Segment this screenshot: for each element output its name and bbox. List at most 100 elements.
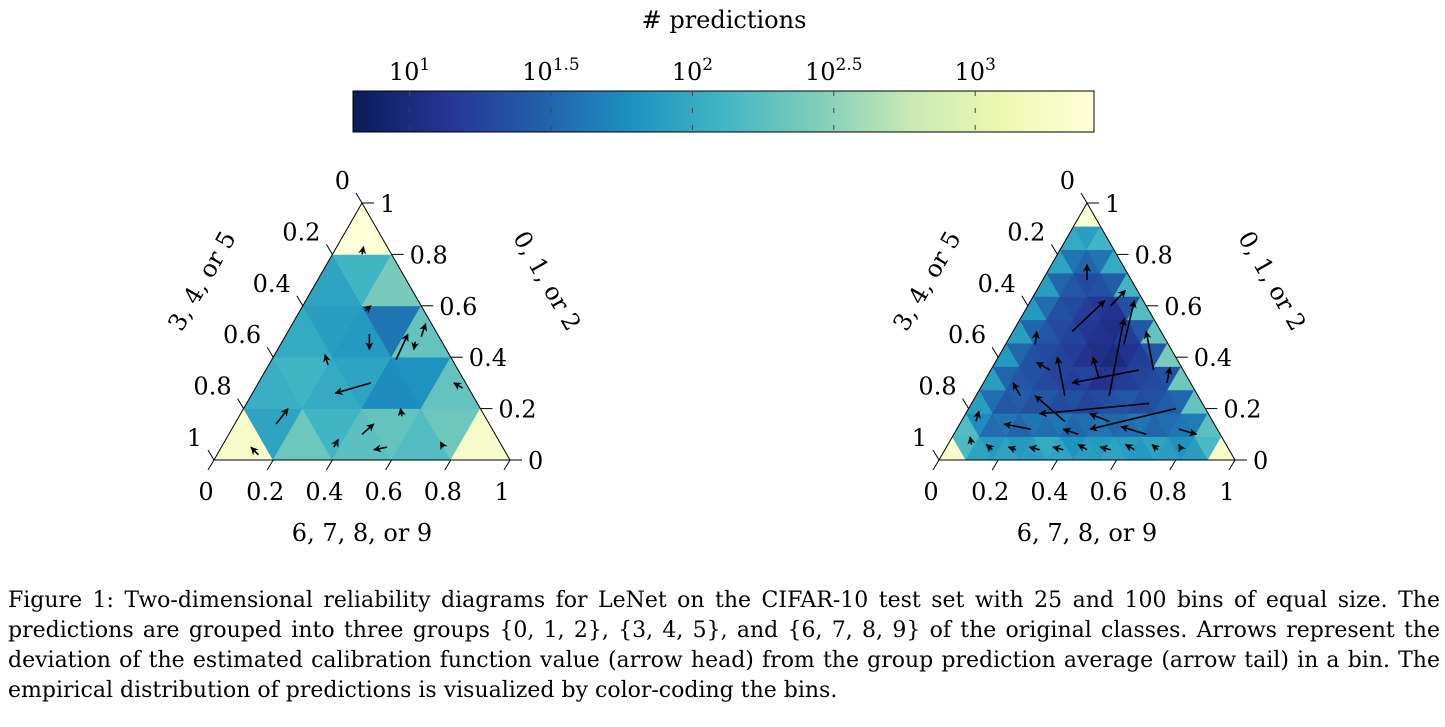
bottom-axis-tick-label: 0.2: [246, 478, 284, 506]
ternary-outline: [938, 201, 1236, 461]
bottom-axis-tick: [932, 459, 940, 471]
colorbar-tick-label: 102.5: [805, 55, 863, 86]
left-axis-tick: [1080, 192, 1088, 204]
bottom-axis-tick: [1050, 459, 1058, 471]
left-axis-tick: [207, 449, 215, 461]
calibration-arrow: [1178, 443, 1186, 453]
calibration-arrow: [1120, 424, 1147, 436]
left-axis-tick-label: 0.4: [253, 270, 291, 298]
calibration-arrow: [1035, 361, 1051, 371]
ternary-bins: [213, 202, 511, 461]
right-axis-tick-label: 0: [1253, 447, 1268, 475]
calibration-arrow: [395, 333, 409, 361]
colorbar-tick-label: 103: [955, 55, 996, 86]
calibration-arrow: [1077, 443, 1088, 452]
calibration-arrow: [1028, 445, 1040, 453]
bottom-axis-tick-label: 0.4: [305, 478, 343, 506]
bottom-axis-tick: [444, 459, 452, 471]
calibration-arrow: [1164, 366, 1173, 384]
bottom-axis-tick-label: 0.6: [365, 478, 403, 506]
right-axis-tick-label: 0.8: [410, 241, 448, 269]
calibration-arrow: [973, 410, 981, 422]
ternary-plot-25-bins: 0010.20.20.80.40.40.60.60.60.40.80.80.21…: [162, 167, 586, 547]
calibration-arrow: [439, 441, 448, 451]
bottom-axis-tick: [1169, 459, 1177, 471]
left-axis-tick: [1021, 295, 1029, 307]
calibration-arrow: [323, 353, 331, 366]
calibration-arrow: [362, 305, 372, 314]
left-axis-tick-label: 0: [1060, 167, 1075, 195]
calibration-arrow: [1062, 427, 1079, 436]
calibration-arrow: [275, 407, 289, 425]
left-axis-tick-label: 0.4: [978, 270, 1016, 298]
bottom-axis-label: 6, 7, 8, or 9: [1017, 519, 1157, 547]
calibration-arrow: [1108, 317, 1127, 396]
left-axis-tick-label: 1: [187, 424, 202, 452]
ternary-outline: [213, 201, 511, 461]
bottom-axis-tick-label: 0.8: [1149, 478, 1187, 506]
left-axis-tick: [296, 295, 304, 307]
left-axis-tick-label: 0.8: [918, 373, 956, 401]
right-axis-tick-label: 1: [380, 190, 395, 218]
calibration-arrows: [250, 245, 464, 456]
right-axis-tick-label: 0.2: [498, 396, 536, 424]
calibration-arrows: [967, 263, 1198, 454]
right-axis-tick-label: 0.6: [1164, 293, 1202, 321]
bottom-axis-tick-label: 0.2: [971, 478, 1009, 506]
bottom-axis-tick-label: 0.4: [1030, 478, 1068, 506]
left-axis-tick-label: 0.2: [282, 218, 320, 246]
left-axis-tick: [962, 398, 970, 409]
colorbar-tick-label: 102: [672, 55, 713, 86]
bottom-axis-tick-label: 0.8: [424, 478, 462, 506]
calibration-arrow: [397, 407, 406, 417]
right-axis-tick-label: 0.6: [439, 293, 477, 321]
calibration-arrow: [1007, 445, 1017, 454]
calibration-arrow: [361, 423, 375, 435]
calibration-arrow: [419, 323, 428, 337]
calibration-arrow: [967, 436, 976, 445]
bottom-axis-tick: [385, 459, 393, 471]
left-axis-tick-label: 0.6: [223, 321, 261, 349]
right-axis-tick-label: 0.4: [1194, 344, 1232, 372]
calibration-arrow: [1071, 300, 1106, 333]
calibration-arrow: [358, 245, 367, 255]
calibration-arrow: [1089, 407, 1176, 432]
calibration-arrow: [985, 443, 995, 453]
calibration-arrow: [373, 444, 388, 453]
right-axis-tick-label: 0: [528, 447, 543, 475]
calibration-arrow: [1178, 428, 1198, 437]
left-axis-tick-label: 1: [912, 424, 927, 452]
calibration-arrow: [334, 382, 372, 396]
colorbar-tick-label: 101.5: [522, 55, 580, 86]
calibration-arrow: [1143, 330, 1155, 371]
calibration-arrow: [1110, 289, 1127, 307]
calibration-arrow: [1089, 412, 1110, 423]
colorbar-title: # predictions: [642, 6, 807, 34]
left-axis-tick-label: 0.6: [948, 321, 986, 349]
calibration-arrow: [1003, 421, 1031, 430]
bottom-axis-tick: [1110, 459, 1118, 471]
calibration-arrow: [1031, 330, 1040, 345]
left-axis-tick-label: 0.8: [193, 373, 231, 401]
calibration-arrow: [1124, 443, 1135, 452]
calibration-arrow: [1012, 382, 1022, 397]
bottom-axis-tick: [1228, 459, 1236, 471]
ternary-bin: [1073, 202, 1101, 227]
bottom-axis-tick: [991, 459, 999, 471]
reliability-diagram-figure: # predictions 101 101.5 102 102.5 103 0010.2…: [162, 6, 1311, 547]
right-axis-tick-label: 0.4: [469, 344, 507, 372]
colorbar-tick-label: 101: [389, 55, 430, 86]
colorbar: # predictions 101 101.5 102 102.5 103: [352, 6, 1095, 133]
left-axis-label: 3, 4, or 5: [162, 226, 241, 335]
bottom-axis-tick: [325, 459, 333, 471]
left-axis-tick-label: 0: [335, 167, 350, 195]
right-axis-tick-label: 1: [1105, 190, 1120, 218]
ternary-axis-ticks: 0010.20.20.80.40.40.60.60.60.40.80.80.21…: [187, 167, 544, 506]
bottom-axis-tick: [503, 459, 511, 471]
calibration-arrow: [1034, 395, 1066, 423]
left-axis-tick: [932, 449, 940, 461]
left-axis-tick: [991, 346, 999, 358]
left-axis-label: 3, 4, or 5: [887, 226, 966, 335]
bottom-axis-tick-label: 1: [494, 478, 509, 506]
left-axis-tick: [1050, 244, 1058, 255]
